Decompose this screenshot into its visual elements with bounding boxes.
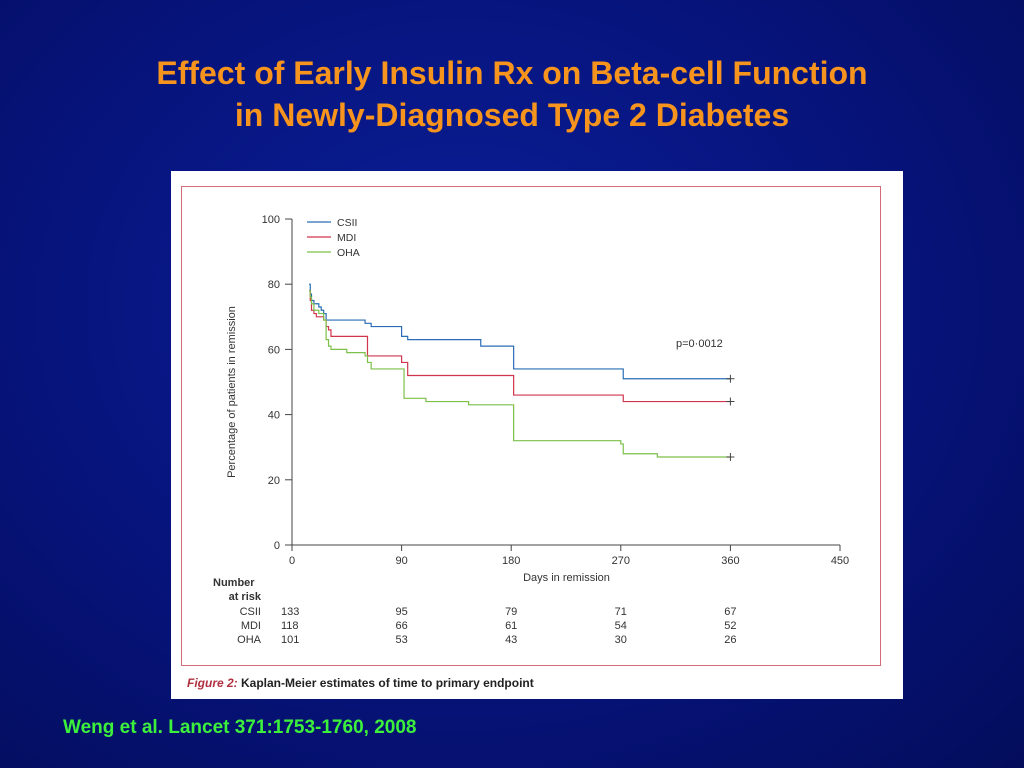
legend-label-csii: CSII — [337, 217, 357, 229]
figure-caption-text: Kaplan-Meier estimates of time to primar… — [237, 676, 534, 690]
censor-mark-csii — [726, 374, 735, 383]
risk-table-cell: 101 — [281, 634, 299, 646]
x-tick-label: 450 — [831, 555, 849, 567]
figure-panel: 0 20 40 60 80 100 0 90 180 270 360 450 Days in remis… — [171, 171, 903, 699]
y-tick-label: 40 — [268, 410, 280, 422]
x-tick-label: 270 — [612, 555, 630, 567]
risk-table-cell: 95 — [395, 606, 407, 618]
risk-table-header-line2: at risk — [229, 591, 262, 603]
figure-caption: Figure 2: Kaplan-Meier estimates of time… — [187, 676, 534, 690]
risk-table-cell: 133 — [281, 606, 299, 618]
x-tick-label: 360 — [721, 555, 739, 567]
censor-mark-oha — [726, 452, 735, 461]
y-tick-label: 0 — [274, 540, 280, 552]
risk-table-cell: 52 — [724, 620, 736, 632]
x-tick-label: 0 — [289, 555, 295, 567]
risk-table-row-label: OHA — [237, 634, 262, 646]
y-tick-label: 20 — [268, 475, 280, 487]
risk-table-row-label: MDI — [241, 620, 261, 632]
kaplan-meier-chart: 0 20 40 60 80 100 0 90 180 270 360 450 Days in remis… — [213, 214, 849, 646]
y-axis-label: Percentage of patients in remission — [226, 306, 238, 478]
censor-mark-mdi — [726, 397, 735, 406]
risk-table-cell: 71 — [615, 606, 627, 618]
series-line-oha — [309, 290, 731, 458]
legend-label-mdi: MDI — [337, 232, 356, 244]
slide-title-line2: in Newly-Diagnosed Type 2 Diabetes — [234, 97, 790, 133]
y-tick-label: 100 — [262, 214, 280, 226]
risk-table-header-line1: Number — [213, 577, 255, 589]
risk-table-cell: 26 — [724, 634, 736, 646]
p-value-annotation: p=0·0012 — [676, 338, 723, 350]
risk-table-cell: 54 — [615, 620, 627, 632]
figure-border — [181, 186, 881, 666]
slide-title: Effect of Early Insulin Rx on Beta-cell … — [0, 52, 1024, 136]
y-tick-label: 60 — [268, 344, 280, 356]
legend-label-oha: OHA — [337, 247, 360, 259]
risk-table-cell: 53 — [395, 634, 407, 646]
risk-table-cell: 79 — [505, 606, 517, 618]
x-axis-label: Days in remission — [523, 572, 610, 584]
y-tick-label: 80 — [268, 279, 280, 291]
risk-table-cell: 66 — [395, 620, 407, 632]
risk-table-cell: 118 — [281, 620, 299, 632]
x-tick-label: 90 — [395, 555, 407, 567]
series-line-mdi — [309, 290, 731, 403]
slide-title-line1: Effect of Early Insulin Rx on Beta-cell … — [156, 55, 868, 91]
risk-table-row-label: CSII — [240, 606, 261, 618]
risk-table-cell: 67 — [724, 606, 736, 618]
citation: Weng et al. Lancet 371:1753-1760, 2008 — [63, 717, 417, 738]
risk-table-cell: 43 — [505, 634, 517, 646]
risk-table-cell: 61 — [505, 620, 517, 632]
risk-table-cell: 30 — [615, 634, 627, 646]
x-tick-label: 180 — [502, 555, 520, 567]
series-line-csii — [309, 283, 731, 380]
figure-caption-label: Figure 2: — [187, 676, 238, 690]
